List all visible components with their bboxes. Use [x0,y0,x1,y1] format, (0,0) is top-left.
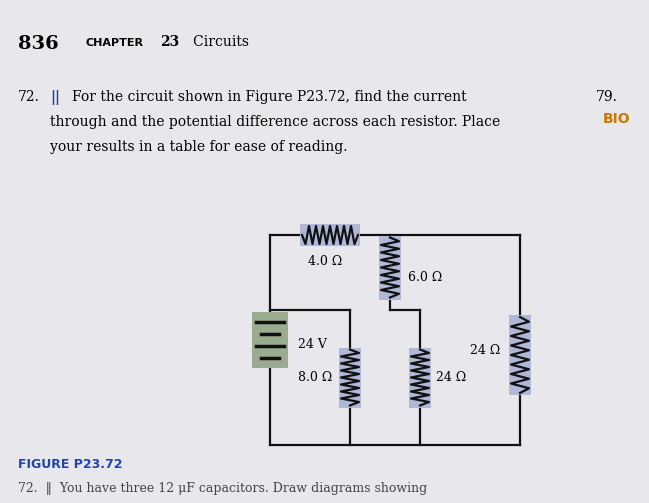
Text: 4.0 Ω: 4.0 Ω [308,255,342,268]
Text: 8.0 Ω: 8.0 Ω [298,371,332,384]
Text: CHAPTER: CHAPTER [85,38,143,48]
FancyBboxPatch shape [300,224,360,246]
Text: 79.: 79. [596,90,618,104]
Text: through and the potential difference across each resistor. Place: through and the potential difference acr… [50,115,500,129]
FancyBboxPatch shape [379,235,401,299]
Text: BIO: BIO [602,112,630,126]
Text: 24 Ω: 24 Ω [470,344,500,357]
FancyBboxPatch shape [509,315,531,395]
FancyBboxPatch shape [252,312,288,368]
Text: FIGURE P23.72: FIGURE P23.72 [18,458,123,471]
Text: ||: || [50,90,60,105]
Text: Circuits: Circuits [180,35,249,49]
Text: For the circuit shown in Figure P23.72, find the current: For the circuit shown in Figure P23.72, … [72,90,467,104]
FancyBboxPatch shape [409,348,431,407]
Text: your results in a table for ease of reading.: your results in a table for ease of read… [50,140,347,154]
Text: 72.  ‖  You have three 12 μF capacitors. Draw diagrams showing: 72. ‖ You have three 12 μF capacitors. D… [18,482,427,495]
Text: 24 V: 24 V [298,339,327,352]
Text: 6.0 Ω: 6.0 Ω [408,271,442,284]
FancyBboxPatch shape [339,348,361,407]
Text: 72.: 72. [18,90,40,104]
Text: 24 Ω: 24 Ω [436,371,466,384]
Text: 836: 836 [18,35,59,53]
Text: 23: 23 [160,35,179,49]
